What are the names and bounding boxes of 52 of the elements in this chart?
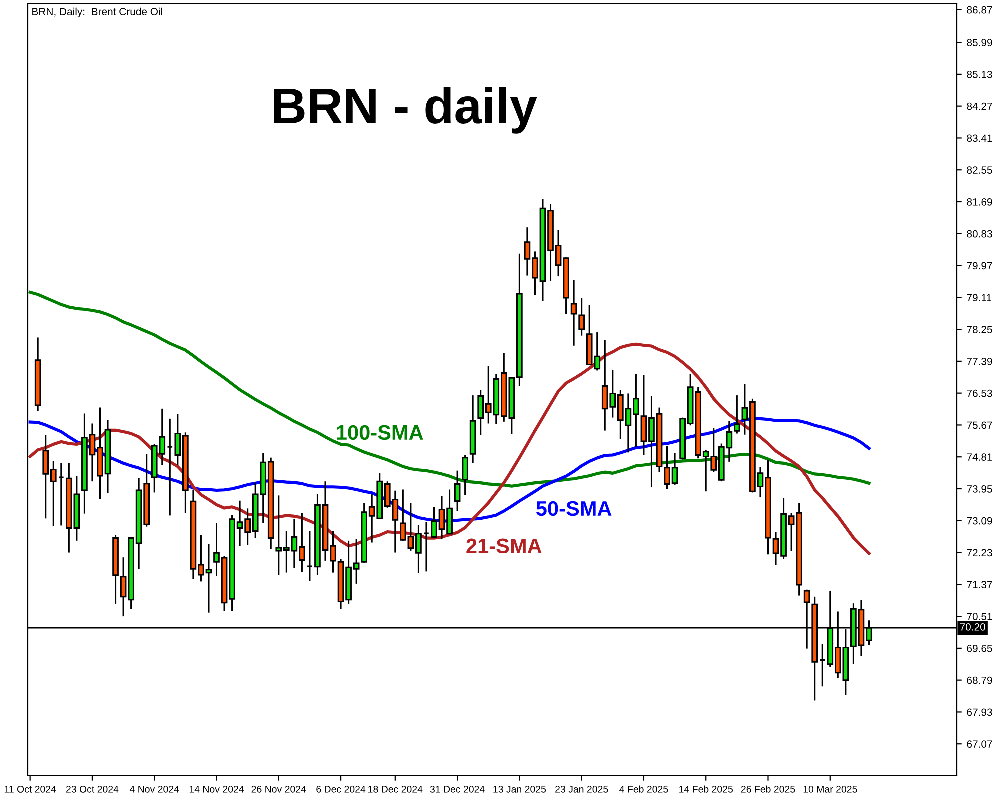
y-tick-label: 70.51: [967, 613, 992, 620]
y-tick-label: 77.39: [967, 358, 992, 366]
x-tick-label: 13 Jan 2025: [494, 786, 546, 793]
y-tick-label: 79.11: [967, 294, 992, 302]
y-tick-label: 72.23: [967, 549, 992, 557]
x-tick-label: 26 Nov 2024: [252, 786, 306, 793]
y-tick-label: 68.79: [967, 676, 992, 684]
x-tick-label: 11 Oct 2024: [4, 786, 56, 793]
x-tick-label: 14 Feb 2025: [680, 786, 733, 793]
y-tick-label: 69.65: [967, 644, 992, 652]
x-tick-label: 18 Dec 2024: [368, 786, 423, 793]
x-tick-label: 6 Dec 2024: [316, 786, 366, 793]
text: BRN - daily: [274, 87, 538, 134]
y-tick-label: 81.69: [967, 198, 992, 206]
candlestick: [819, 644, 826, 688]
line-series: [28, 290, 871, 488]
candlestick: [454, 470, 461, 512]
candlestick: [306, 530, 314, 582]
candlestick: [462, 454, 468, 496]
series-label: 50-SMA: [536, 501, 612, 516]
y-tick-label: 78.25: [967, 326, 992, 334]
y-tick-label: 85.13: [967, 70, 992, 78]
x-tick-label: 31 Dec 2024: [430, 786, 485, 793]
series-label: 21-SMA: [466, 538, 542, 554]
y-tick-label: 73.95: [967, 486, 992, 493]
y-tick-label: 85.99: [967, 39, 992, 46]
x-tick-label: 4 Feb 2025: [620, 786, 668, 793]
y-tick-label: 76.53: [967, 390, 992, 398]
y-tick-label: 73.09: [967, 517, 992, 525]
y-tick-label: 86.87: [967, 6, 992, 14]
y-tick-label: 67.07: [967, 740, 992, 748]
y-tick-label: 83.41: [967, 134, 992, 142]
x-tick-label: 14 Nov 2024: [190, 786, 244, 793]
ref-line-label: 70.20: [960, 623, 986, 631]
series-label: 100-SMA: [337, 425, 424, 440]
y-tick-label: 75.67: [967, 422, 992, 430]
candlestick: [58, 462, 65, 526]
y-tick-label: 80.83: [967, 230, 992, 238]
y-tick-label: 74.81: [967, 454, 992, 461]
y-tick-label: 84.27: [967, 102, 992, 110]
x-tick-label: 23 Jan 2025: [556, 786, 608, 793]
y-tick-label: 82.55: [967, 166, 992, 174]
y-tick-label: 71.37: [967, 581, 992, 589]
candlestick: [423, 522, 430, 572]
x-tick-label: 26 Feb 2025: [741, 786, 796, 793]
x-tick-label: 10 Mar 2025: [804, 786, 858, 793]
candlestick: [166, 418, 174, 516]
x-tick-label: 23 Oct 2024: [66, 786, 119, 793]
annotation: BRN, Daily: Brent Crude Oil: [32, 8, 162, 18]
y-tick-label: 67.93: [967, 708, 992, 716]
x-tick-label: 4 Nov 2024: [130, 786, 180, 793]
y-tick-label: 79.97: [967, 262, 992, 270]
